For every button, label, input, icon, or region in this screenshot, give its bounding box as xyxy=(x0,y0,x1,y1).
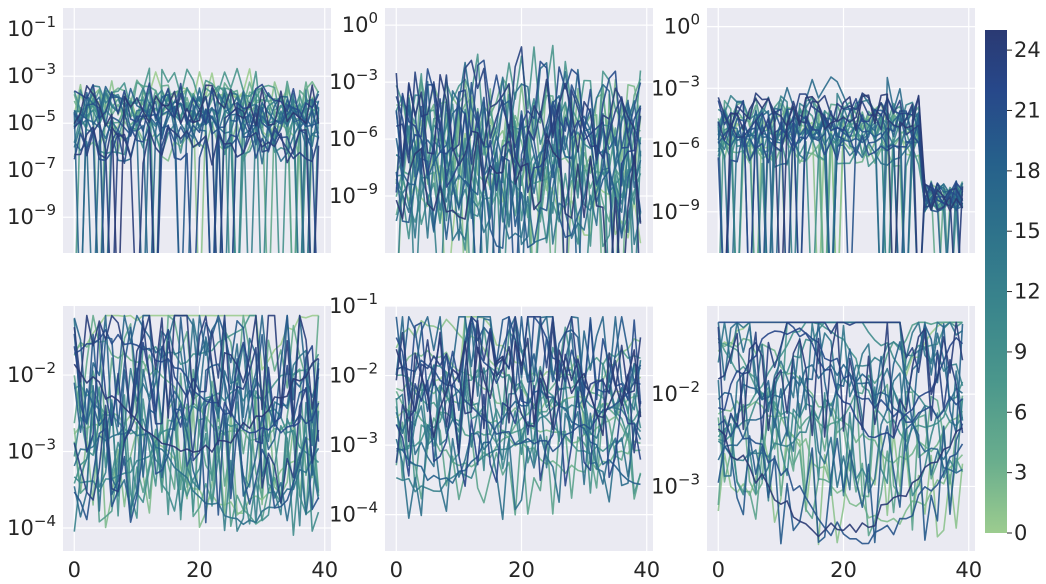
series-line-18 xyxy=(717,109,964,253)
series-line-20 xyxy=(73,82,320,253)
colorbar-tick-label: 6 xyxy=(1014,400,1027,424)
y-tick-label: 10−2 xyxy=(651,378,700,406)
y-tick-label: 10−2 xyxy=(329,360,378,388)
series-line-18 xyxy=(73,102,320,253)
series-group xyxy=(395,44,642,253)
series-line-22 xyxy=(73,314,320,422)
y-tick-label: 10−4 xyxy=(7,512,56,540)
series-line-22 xyxy=(395,73,640,253)
series-line-23 xyxy=(717,427,963,538)
series-line-13 xyxy=(395,411,642,521)
panel-bottom-middle: 10−4 10−3 10−2 10−1 0 20 40 xyxy=(329,290,660,582)
series-line-13 xyxy=(73,428,320,526)
colorbar-tick-label: 21 xyxy=(1014,98,1041,122)
series-line-7 xyxy=(73,67,320,253)
colorbar-tick-label: 15 xyxy=(1014,219,1041,243)
series-group xyxy=(73,67,320,253)
panel-top-left: 10−9 10−7 10−5 10−3 10−1 xyxy=(7,8,331,253)
y-tick-label: 10−9 xyxy=(651,196,700,224)
series-line-13 xyxy=(73,108,320,148)
y-tick-label: 100 xyxy=(664,11,700,39)
x-tick-label: 0 xyxy=(68,558,81,582)
series-line-10 xyxy=(73,387,320,493)
series-line-17 xyxy=(73,106,319,253)
panel-bottom-right: 10−3 10−2 0 20 40 xyxy=(651,306,982,582)
series-group xyxy=(73,314,320,536)
series-line-22 xyxy=(717,92,964,253)
colorbar-tick-label: 12 xyxy=(1014,280,1041,304)
panel-top-right: 10−9 10−6 10−3 100 xyxy=(651,8,975,253)
x-tick-label: 0 xyxy=(712,558,725,582)
series-line-23 xyxy=(73,357,319,453)
colorbar-tick-label: 0 xyxy=(1014,521,1027,545)
y-tick-label: 10−3 xyxy=(651,72,700,100)
series-line-18 xyxy=(73,393,320,524)
colorbar-tick-label: 3 xyxy=(1014,461,1027,485)
y-tick-label: 10−3 xyxy=(7,60,56,88)
y-tick-label: 10−6 xyxy=(329,123,378,151)
y-tick-label: 10−2 xyxy=(7,359,56,387)
x-tick-label: 0 xyxy=(390,558,403,582)
x-tick-label: 20 xyxy=(508,558,535,582)
series-line-22 xyxy=(717,321,964,438)
series-line-10 xyxy=(395,364,642,472)
colorbar-gradient xyxy=(985,30,1007,533)
y-tick-label: 10−7 xyxy=(7,154,56,182)
series-line-0 xyxy=(73,314,319,371)
series-line-23 xyxy=(395,337,642,443)
series-line-22 xyxy=(74,126,320,253)
panel-bottom-left: 10−4 10−3 10−2 0 20 40 xyxy=(7,306,338,582)
series-line-22 xyxy=(395,319,642,430)
panels-layer: 10−910−710−510−310−110−910−610−310010−91… xyxy=(7,8,982,582)
x-tick-label: 40 xyxy=(633,558,660,582)
series-group xyxy=(395,316,642,521)
series-line-15 xyxy=(395,316,642,406)
series-line-21 xyxy=(717,93,964,208)
colorbar-tick-label: 24 xyxy=(1014,38,1041,62)
y-tick-label: 10−9 xyxy=(7,201,56,229)
series-group xyxy=(717,321,964,546)
y-tick-label: 10−5 xyxy=(7,107,56,135)
x-tick-label: 20 xyxy=(186,558,213,582)
series-line-2 xyxy=(396,78,642,253)
series-line-20 xyxy=(718,327,964,439)
series-line-17 xyxy=(717,422,964,545)
colorbar-tick-label: 9 xyxy=(1014,340,1027,364)
series-group xyxy=(717,76,964,253)
series-line-20 xyxy=(73,324,320,462)
panel-top-middle: 10−9 10−6 10−3 100 xyxy=(329,8,653,253)
y-tick-label: 10−3 xyxy=(7,436,56,464)
series-line-14 xyxy=(395,61,642,169)
y-tick-label: 10−6 xyxy=(651,134,700,162)
x-tick-label: 20 xyxy=(830,558,857,582)
series-line-2 xyxy=(717,400,964,525)
series-line-23 xyxy=(73,84,320,253)
y-tick-label: 10−3 xyxy=(329,429,378,457)
colorbar: 0 3 6 9 12 15 18 21 24 xyxy=(985,30,1041,545)
y-tick-label: 10−3 xyxy=(651,470,700,498)
series-line-18 xyxy=(395,359,641,453)
y-tick-label: 10−9 xyxy=(329,180,378,208)
y-tick-label: 100 xyxy=(342,9,378,37)
series-line-17 xyxy=(73,314,320,431)
series-line-18 xyxy=(717,419,964,545)
y-tick-label: 10−3 xyxy=(329,66,378,94)
series-line-19 xyxy=(73,329,320,434)
series-line-12 xyxy=(395,359,642,469)
series-line-17 xyxy=(395,157,642,253)
series-line-21 xyxy=(73,314,320,504)
colorbar-tick-label: 18 xyxy=(1014,159,1041,183)
y-tick-label: 10−1 xyxy=(7,13,56,41)
y-tick-label: 10−4 xyxy=(329,499,378,527)
series-line-23 xyxy=(725,93,964,253)
x-tick-label: 40 xyxy=(311,558,338,582)
series-line-23 xyxy=(395,123,642,253)
series-line-21 xyxy=(717,321,964,446)
series-line-11 xyxy=(395,396,642,493)
y-tick-label: 10−1 xyxy=(329,290,378,318)
series-line-12 xyxy=(73,318,320,447)
x-tick-label: 40 xyxy=(955,558,982,582)
